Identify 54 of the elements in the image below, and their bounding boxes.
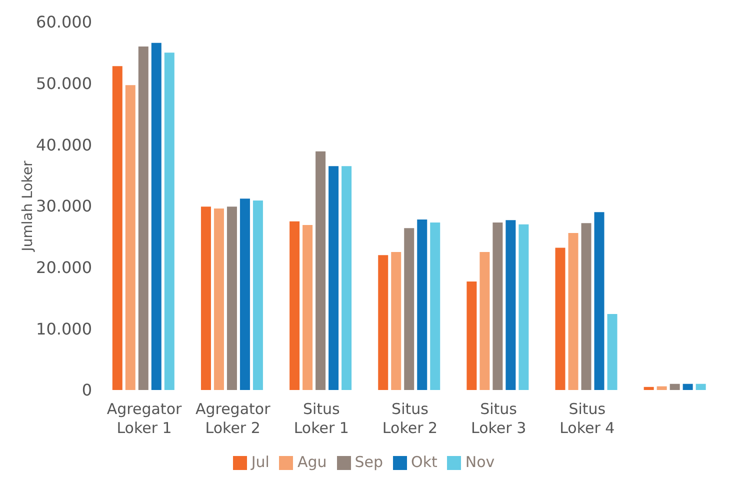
bar [670,384,680,390]
bar [417,219,428,390]
bar [151,42,162,390]
bar [164,52,174,390]
bar [302,225,313,390]
bar [696,384,706,390]
bar [594,212,604,390]
x-tick-label: Situs Loker 1 [294,400,349,437]
bar [607,314,618,390]
bar [125,85,136,390]
bar [506,220,516,390]
bar [328,166,339,390]
bar [466,281,477,390]
x-tick-label: Agregator Loker 1 [106,400,183,437]
bar [342,166,352,390]
y-tick-label: 20.000 [36,258,92,278]
y-tick-label: 10.000 [36,319,92,338]
bar [682,384,693,390]
bar [200,206,211,390]
bar [240,198,250,390]
bar [378,255,388,390]
bar [214,208,224,390]
bar [404,228,414,390]
x-tick-label: Situs Loker 4 [560,400,615,437]
bar [430,222,440,390]
bar [644,386,654,390]
x-tick-label: Situs Loker 3 [471,400,526,437]
bar [226,206,237,390]
bar [252,200,263,390]
bar [555,248,566,390]
bar [568,232,578,390]
bar [290,221,300,390]
legend-label: Sep [354,453,384,471]
bar [391,252,402,390]
bar [138,46,148,390]
bar [518,224,529,390]
bar [656,386,667,390]
y-tick-label: 50.000 [36,74,92,94]
legend-label: Nov [465,453,495,471]
y-tick-label: 60.000 [36,12,92,32]
y-axis-title: Jumlah Loker [20,160,36,252]
legend-label: Agu [297,453,327,471]
y-tick-label: 40.000 [36,135,92,154]
bar [581,223,592,390]
bar [112,66,122,390]
bar [316,151,326,390]
bar [492,222,503,390]
x-tick-label: Situs Loker 2 [382,400,438,437]
x-tick-label: Agregator Loker 2 [195,400,272,437]
y-tick-label: 0 [82,380,92,400]
y-tick-label: 30.000 [36,196,92,216]
bar [480,252,490,390]
legend-label: Okt [411,453,438,471]
legend-label: Jul [251,453,270,471]
